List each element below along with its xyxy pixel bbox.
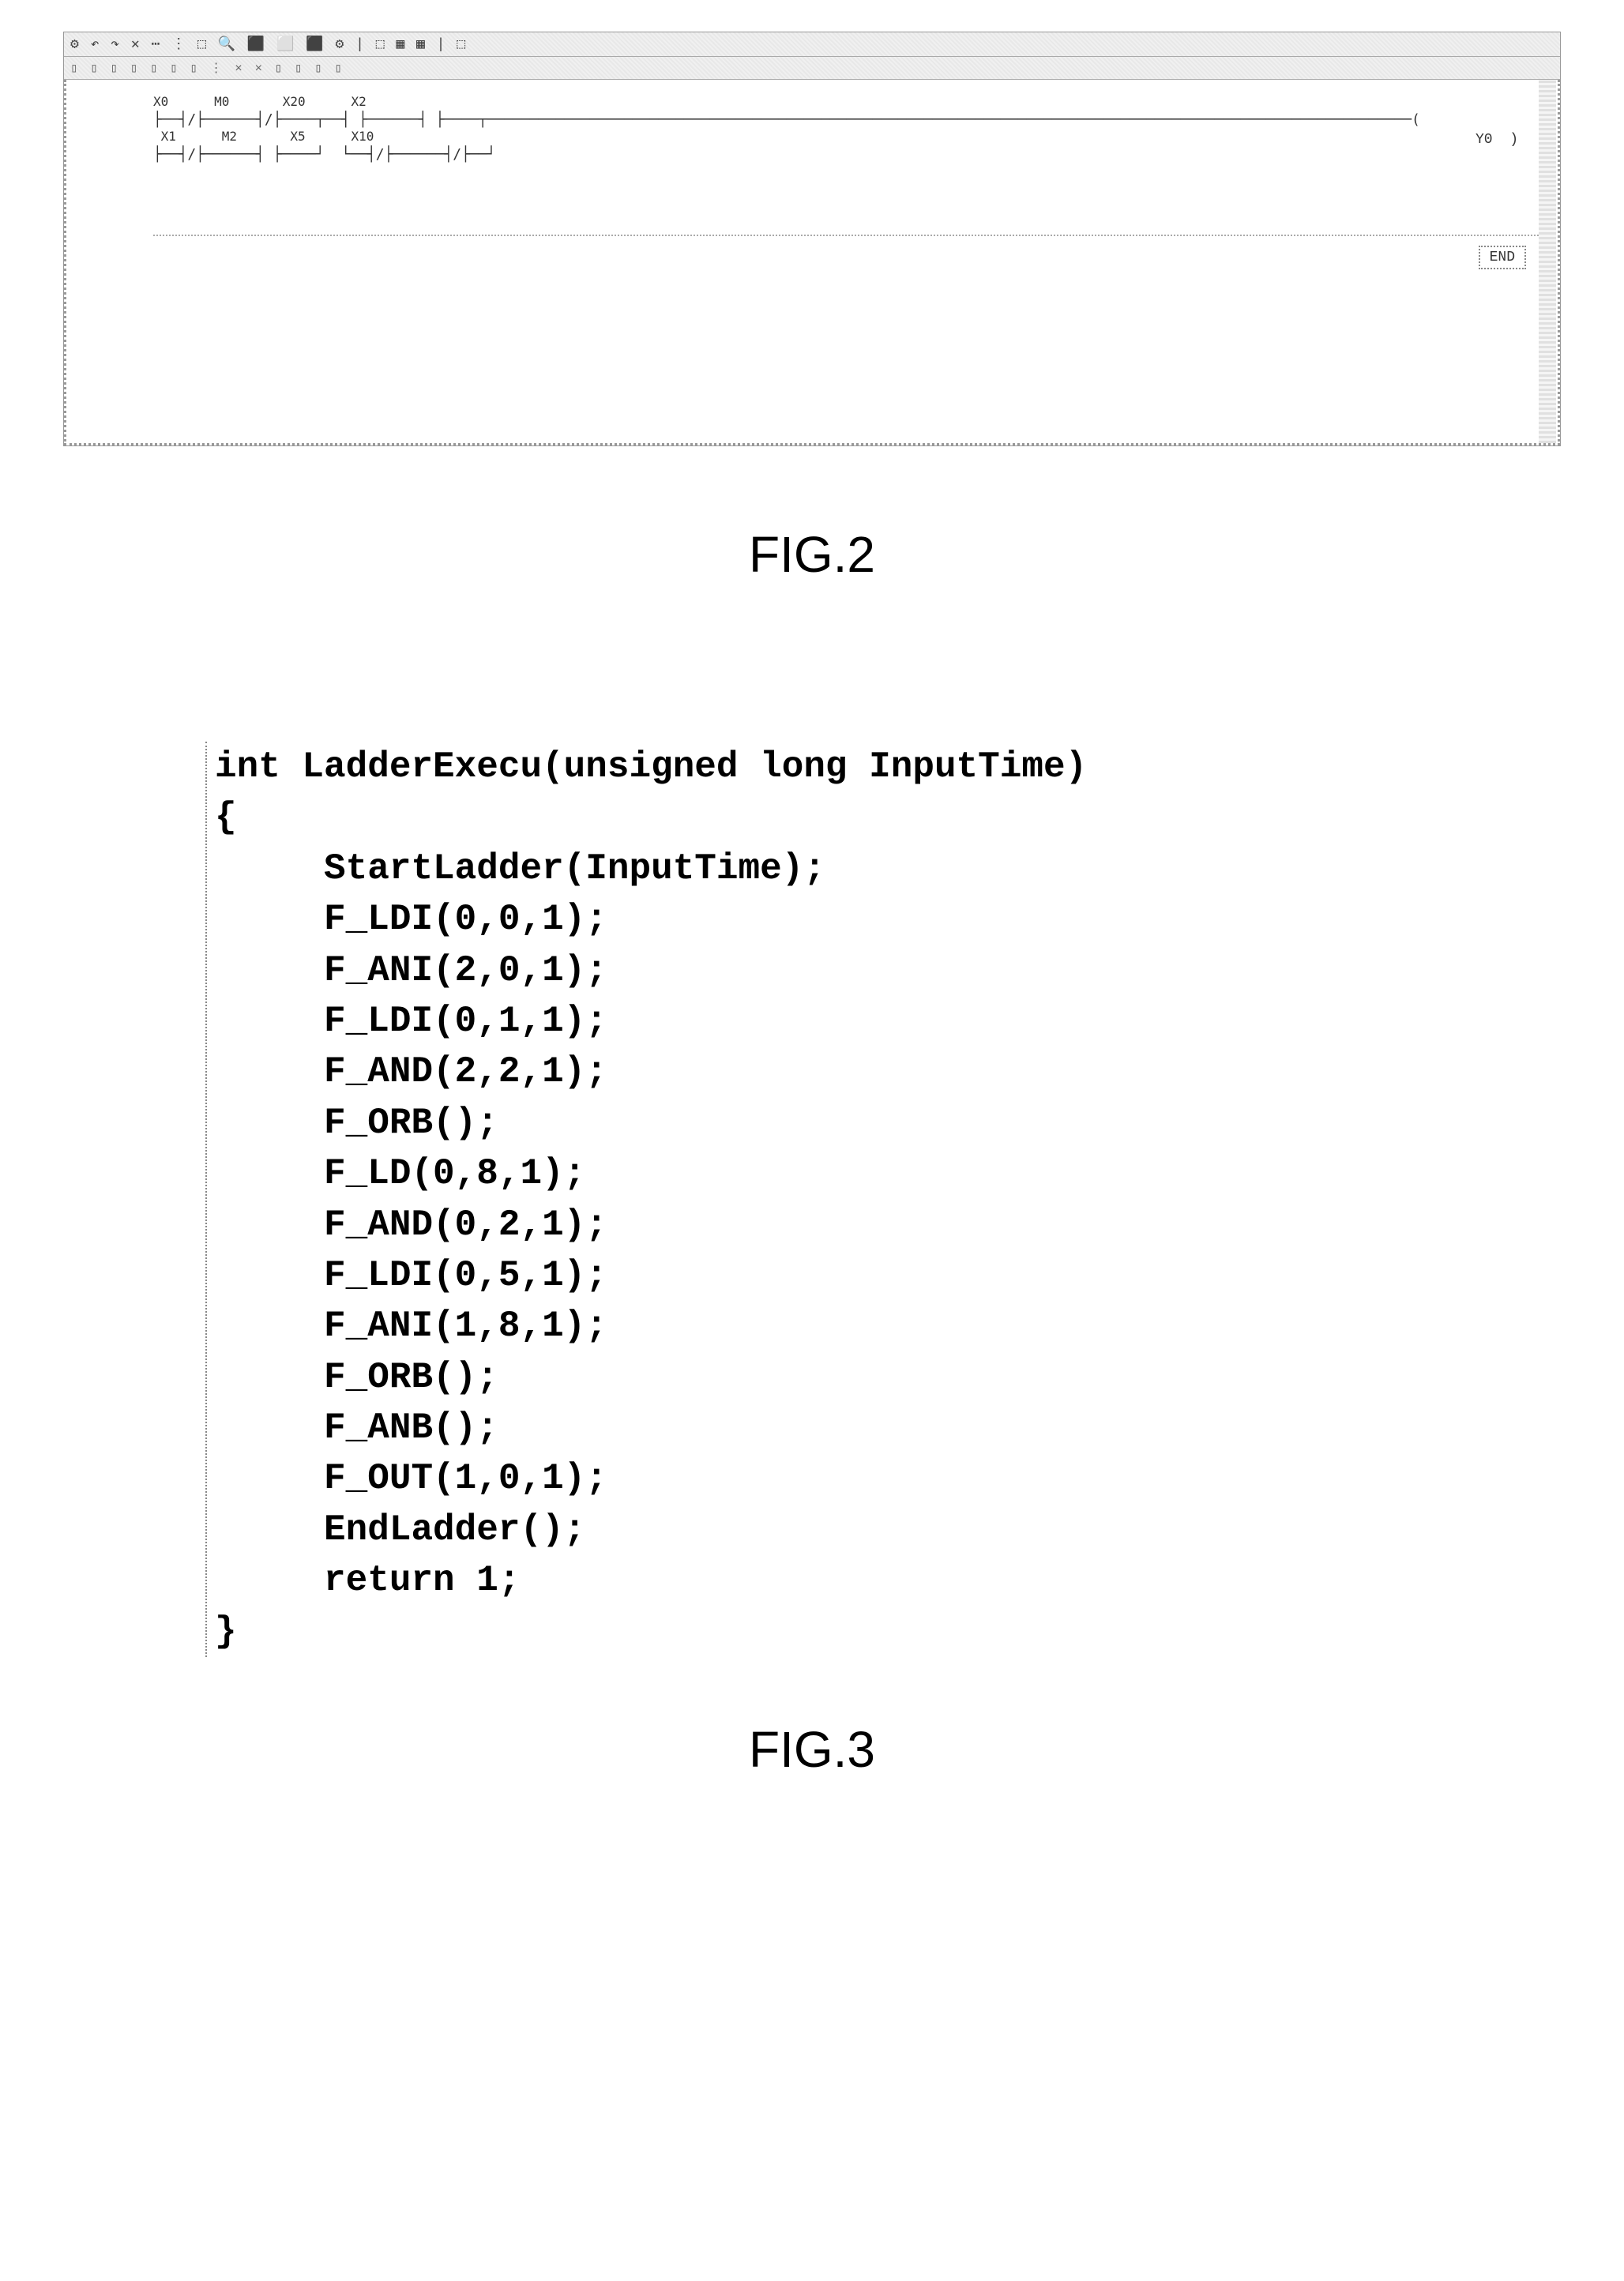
rung-divider — [153, 235, 1542, 236]
ladder-diagram-area: X0 M0 X20 X2 ├──┤/├──────┤/├────┬──┤ ├──… — [64, 80, 1560, 445]
end-instruction: END — [1479, 246, 1526, 269]
figure-3-label: FIG.3 — [63, 1720, 1561, 1779]
ladder-rung-1: X0 M0 X20 X2 ├──┤/├──────┤/├────┬──┤ ├──… — [153, 94, 1542, 163]
rung1-contacts: ├──┤/├──────┤/├────┬──┤ ├──────┤ ├────┬─… — [153, 111, 1542, 129]
toolbar-row-2[interactable]: ▯ ▯ ▯ ▯ ▯ ▯ ▯ ⋮ × × ▯ ▯ ▯ ▯ — [64, 57, 1560, 80]
figure-2-label: FIG.2 — [63, 525, 1561, 584]
ladder-editor-window: ⚙ ↶ ↷ ✕ ⋯ ⋮ ⬚ 🔍 ⬛ ⬜ ⬛ ⚙ | ⬚ ▦ ▦ | ⬚ ▯ ▯ … — [63, 32, 1561, 446]
generated-c-code: int LadderExecu(unsigned long InputTime)… — [205, 742, 1513, 1657]
rung1-labels: X0 M0 X20 X2 — [153, 94, 1542, 111]
rung2-contacts: ├──┤/├──────┤ ├────┘ └──┤/├──────┤/├──┘ — [153, 145, 1542, 163]
output-coil: Y0 ) — [1476, 132, 1518, 148]
vertical-scrollbar[interactable] — [1539, 80, 1556, 443]
rung2-labels: X1 M2 X5 X10 — [153, 129, 1542, 145]
toolbar-row-1[interactable]: ⚙ ↶ ↷ ✕ ⋯ ⋮ ⬚ 🔍 ⬛ ⬜ ⬛ ⚙ | ⬚ ▦ ▦ | ⬚ — [64, 32, 1560, 57]
